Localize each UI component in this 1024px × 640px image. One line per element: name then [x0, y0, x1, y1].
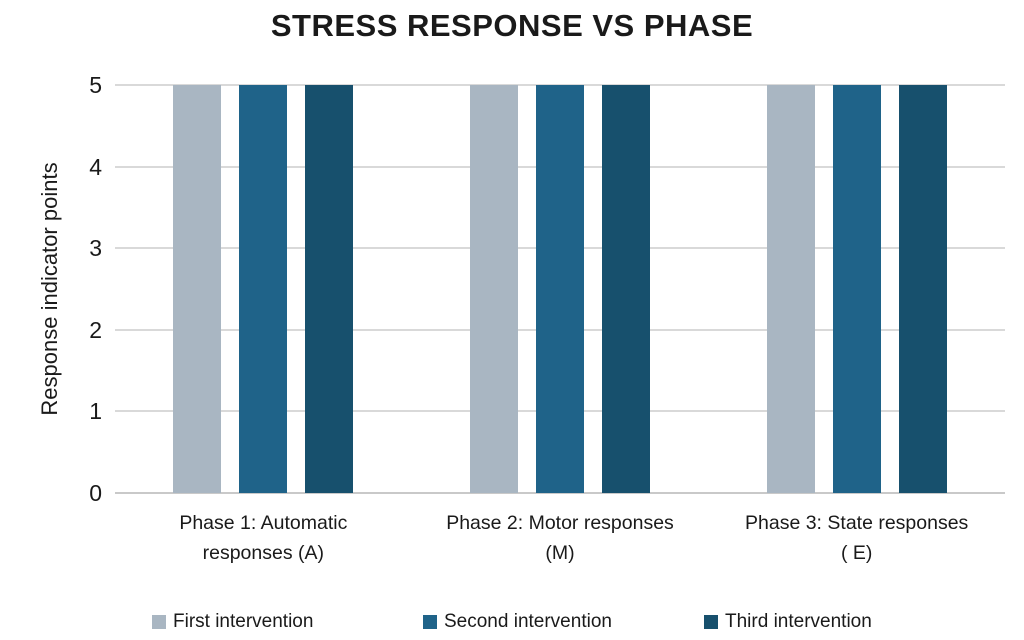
x-axis-line: [115, 492, 1005, 494]
legend-swatch-icon: [423, 615, 437, 629]
legend-item: First intervention: [152, 608, 313, 636]
legend-swatch-icon: [704, 615, 718, 629]
legend: First intervention Second intervention Thi…: [0, 608, 1024, 638]
bar-first-intervention: [173, 85, 222, 493]
bar-third-intervention: [602, 85, 650, 493]
legend-item: Third intervention: [704, 608, 872, 636]
y-tick-label: 3: [89, 235, 102, 262]
legend-label: Third intervention: [725, 611, 872, 632]
chart-title: STRESS RESPONSE VS PHASE: [270, 8, 754, 43]
x-tick-label: Phase 2: Motor responses (M): [446, 512, 674, 564]
bar-first-intervention: [766, 85, 815, 493]
bar-third-intervention: [305, 85, 354, 493]
y-tick-label: 5: [89, 72, 102, 98]
bar-first-intervention: [470, 85, 518, 493]
legend-label: First intervention: [173, 611, 314, 632]
bar-third-intervention: [898, 85, 947, 493]
bar-second-intervention: [832, 85, 881, 493]
x-tick-label: Phase 3: State responses( E): [745, 512, 969, 564]
x-tick-label: Phase 1: Automatic responses (A): [179, 512, 348, 564]
bar-second-intervention: [239, 85, 288, 493]
y-tick-label: 4: [89, 153, 102, 180]
legend-item: Second intervention: [423, 608, 612, 636]
y-tick-label: 0: [89, 480, 102, 506]
y-tick-label: 2: [89, 316, 102, 343]
y-tick-label: 1: [89, 398, 102, 425]
bar-second-intervention: [536, 85, 584, 493]
legend-label: Second intervention: [444, 611, 612, 632]
legend-swatch-icon: [152, 615, 166, 629]
